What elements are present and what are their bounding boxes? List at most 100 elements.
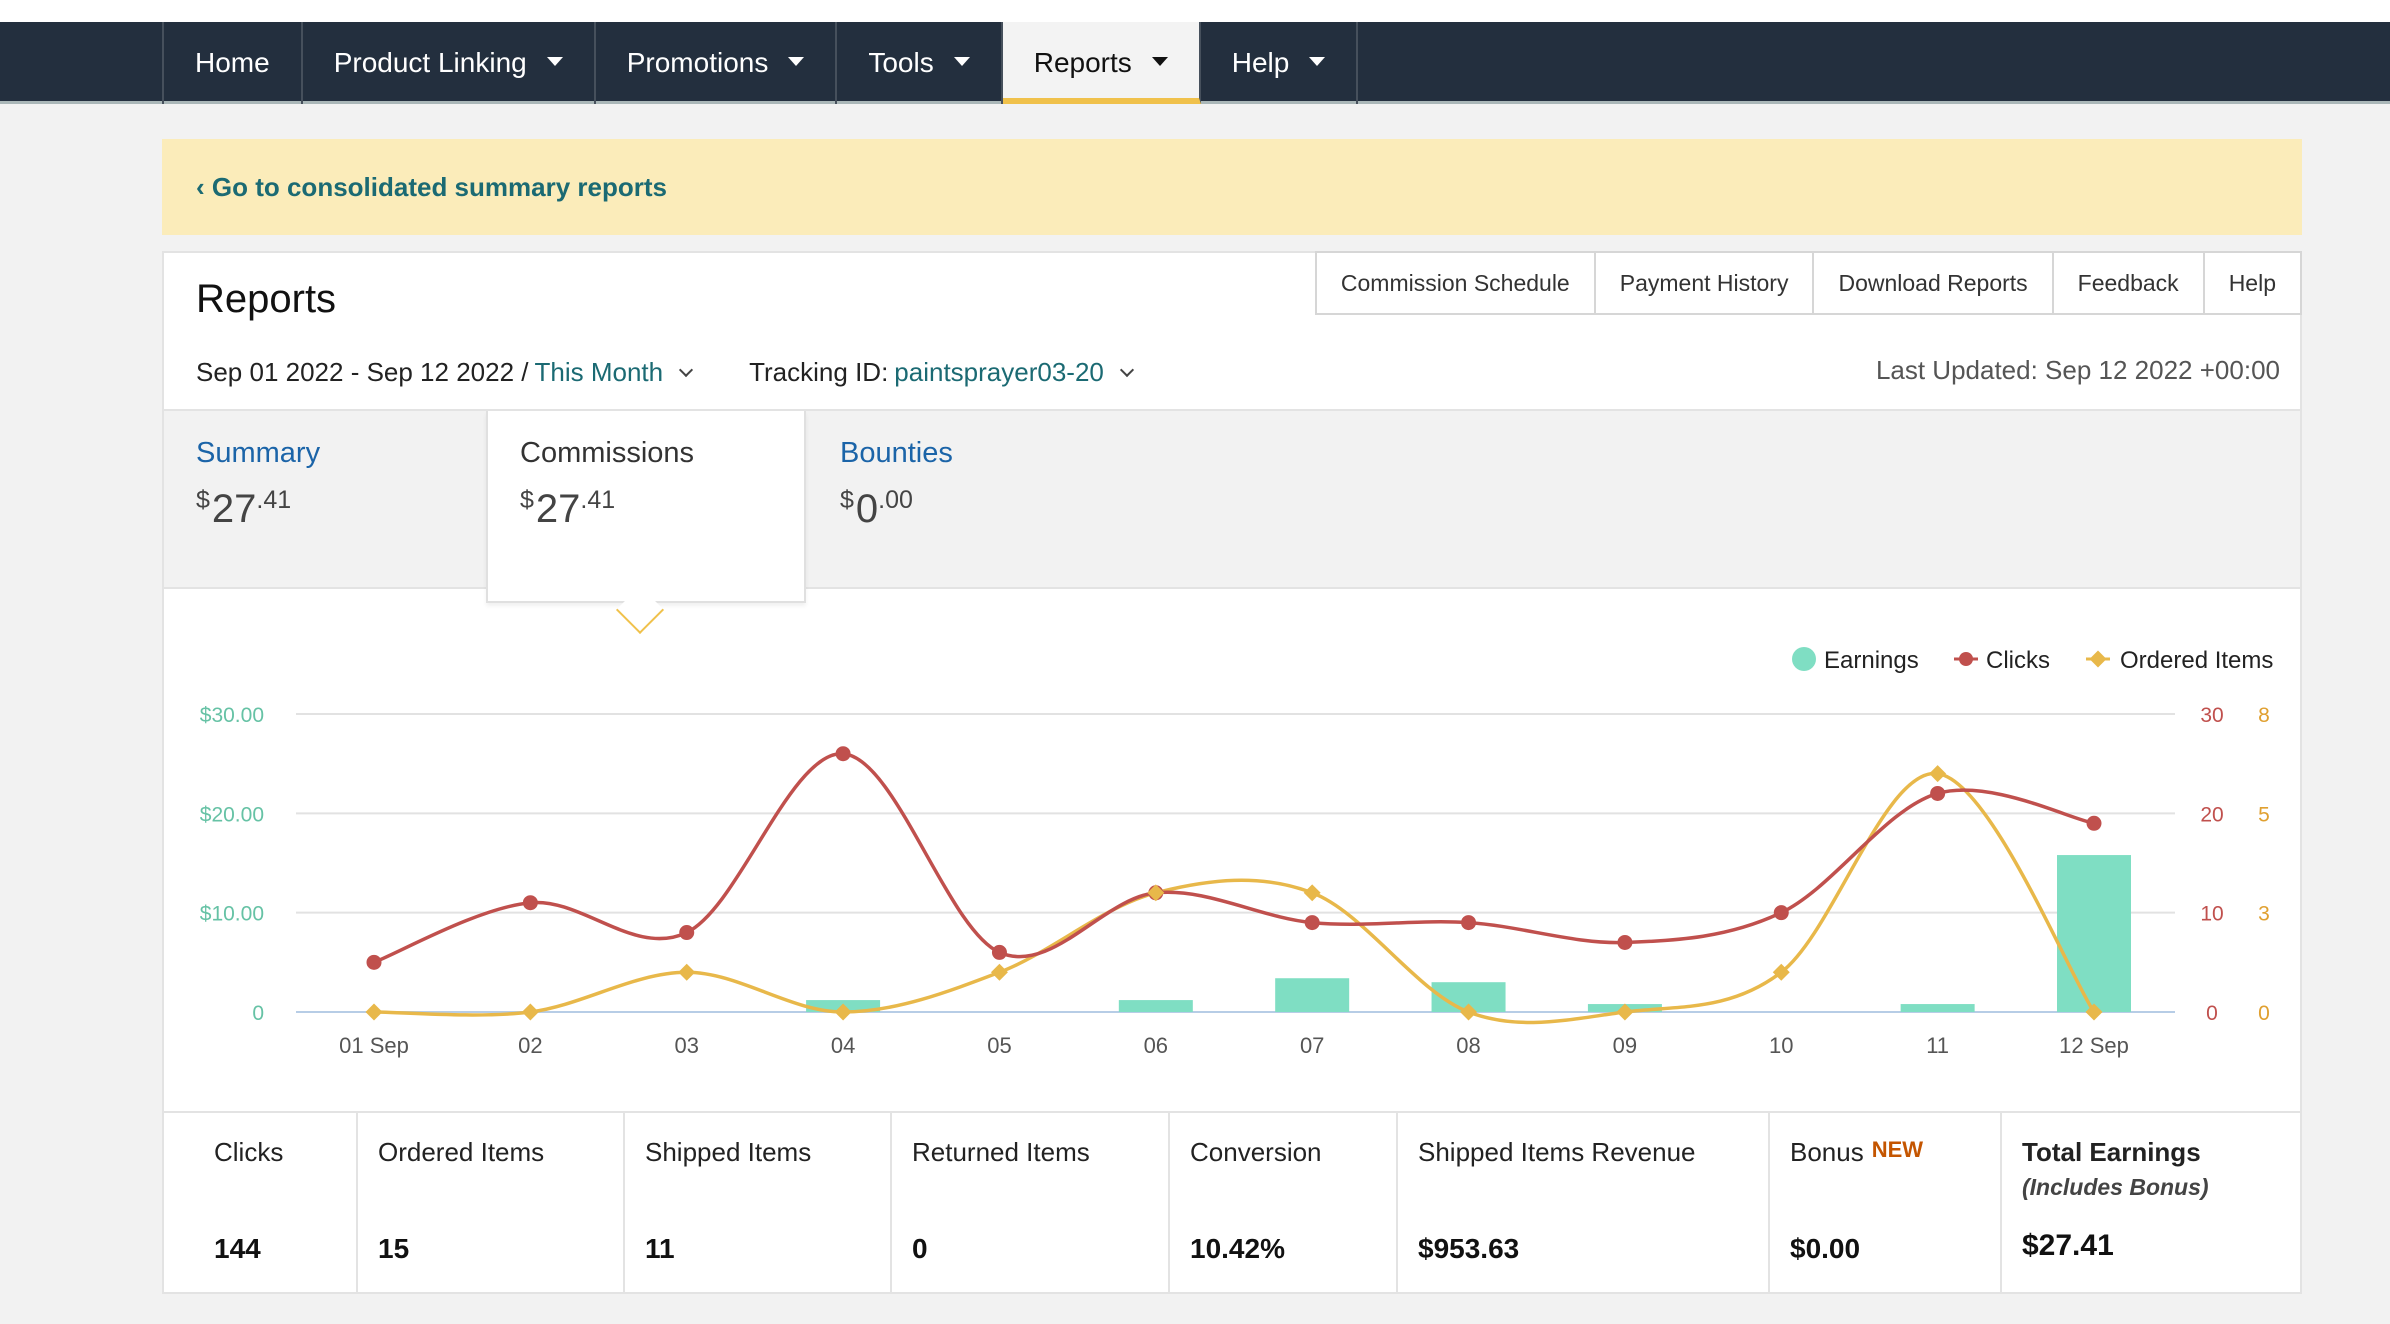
nav-help[interactable]: Help bbox=[1201, 22, 1359, 104]
clicks-point bbox=[1773, 905, 1789, 921]
stat-value: 0 bbox=[912, 1233, 928, 1264]
clicks-point bbox=[1304, 915, 1320, 931]
stat-value: 10.42% bbox=[1190, 1233, 1285, 1264]
ordered-items-point bbox=[990, 963, 1008, 981]
earnings-bar bbox=[2057, 855, 2131, 1012]
y-left-tick-label: $20.00 bbox=[200, 803, 264, 826]
ordered-items-point bbox=[1303, 884, 1321, 902]
bonus-label: Bonus bbox=[1790, 1137, 1864, 1167]
y-right-items-tick-label: 0 bbox=[2258, 1002, 2270, 1025]
nav-promotions[interactable]: Promotions bbox=[596, 22, 838, 104]
clicks-point bbox=[991, 944, 1007, 960]
reports-card: Reports Commission Schedule Payment Hist… bbox=[162, 251, 2302, 1294]
period-dropdown[interactable]: This Month bbox=[534, 357, 664, 387]
bounties-amount: $0.00 bbox=[840, 486, 1096, 532]
x-tick-label: 01 Sep bbox=[339, 1033, 409, 1058]
stat-clicks: Clicks 144 bbox=[164, 1113, 358, 1294]
nav-reports[interactable]: Reports bbox=[1002, 22, 1201, 104]
clicks-point bbox=[679, 925, 695, 941]
stat-sublabel: (Includes Bonus) bbox=[2022, 1174, 2209, 1200]
stat-label: Returned Items bbox=[912, 1137, 1090, 1167]
y-left-tick-label: $30.00 bbox=[200, 704, 264, 727]
x-tick-label: 04 bbox=[831, 1033, 855, 1058]
ordered-items-point bbox=[1772, 963, 1790, 981]
clicks-point bbox=[1930, 785, 1946, 801]
x-tick-label: 09 bbox=[1613, 1033, 1637, 1058]
stats-row: Clicks 144 Ordered Items 15 Shipped Item… bbox=[164, 1111, 2300, 1294]
feedback-button[interactable]: Feedback bbox=[2053, 251, 2205, 315]
nav-tools[interactable]: Tools bbox=[837, 22, 1003, 104]
date-range: Sep 01 2022 - Sep 12 2022 / bbox=[196, 357, 529, 387]
stat-value: $953.63 bbox=[1418, 1233, 1520, 1264]
caret-down-icon bbox=[546, 56, 563, 66]
tracking-label: Tracking ID: bbox=[749, 357, 889, 387]
y-right-clicks-tick-label: 20 bbox=[2200, 803, 2223, 826]
download-reports-button[interactable]: Download Reports bbox=[1814, 251, 2054, 315]
tab-commissions[interactable]: Commissions $27.41 bbox=[486, 411, 806, 603]
clicks-point bbox=[1461, 915, 1477, 931]
clicks-point bbox=[2086, 815, 2102, 831]
nav-help-label: Help bbox=[1231, 47, 1290, 78]
report-actions: Commission Schedule Payment History Down… bbox=[1314, 251, 2302, 315]
main-nav: Home Product Linking Promotions Tools Re… bbox=[162, 22, 1359, 104]
summary-amount: $27.41 bbox=[196, 486, 452, 532]
consolidated-summary-link[interactable]: ‹ Go to consolidated summary reports bbox=[196, 171, 667, 202]
y-right-clicks-tick-label: 0 bbox=[2206, 1002, 2218, 1025]
commissions-amount: $27.41 bbox=[520, 486, 772, 532]
x-tick-label: 02 bbox=[518, 1033, 542, 1058]
legend-items-label: Ordered Items bbox=[2120, 647, 2273, 674]
amount-cents: .41 bbox=[256, 486, 292, 514]
stat-value: $27.41 bbox=[2022, 1229, 2114, 1262]
ordered-items-point bbox=[834, 1003, 852, 1021]
nav-reports-label: Reports bbox=[1033, 47, 1132, 78]
stat-bonus: Bonus NEW $0.00 bbox=[1770, 1113, 2002, 1294]
x-tick-label: 08 bbox=[1456, 1033, 1480, 1058]
currency-symbol: $ bbox=[520, 486, 534, 514]
payment-history-button[interactable]: Payment History bbox=[1595, 251, 1815, 315]
y-right-clicks-tick-label: 10 bbox=[2200, 903, 2223, 926]
stat-label: Ordered Items bbox=[378, 1137, 545, 1167]
y-right-clicks-tick-label: 30 bbox=[2200, 704, 2223, 727]
top-strip bbox=[0, 0, 2390, 22]
amount-whole: 0 bbox=[855, 487, 879, 531]
x-tick-label: 05 bbox=[987, 1033, 1011, 1058]
commission-schedule-button[interactable]: Commission Schedule bbox=[1314, 251, 1596, 315]
y-left-tick-label: 0 bbox=[252, 1002, 264, 1025]
stat-label: Total Earnings bbox=[2022, 1137, 2201, 1167]
stat-label: Shipped Items bbox=[645, 1137, 812, 1167]
amount-whole: 27 bbox=[535, 487, 581, 531]
stat-label: Conversion bbox=[1190, 1137, 1322, 1167]
ordered-items-point bbox=[2085, 1003, 2103, 1021]
x-tick-label: 11 bbox=[1926, 1033, 1949, 1058]
tab-bounties[interactable]: Bounties $0.00 bbox=[808, 411, 1128, 591]
nav-promotions-label: Promotions bbox=[626, 47, 769, 78]
stat-shipped-items: Shipped Items 11 bbox=[625, 1113, 892, 1294]
stat-shipped-revenue: Shipped Items Revenue $953.63 bbox=[1398, 1113, 1770, 1294]
filter-row: Sep 01 2022 - Sep 12 2022 / This Month T… bbox=[196, 357, 1134, 388]
top-navbar: Home Product Linking Promotions Tools Re… bbox=[0, 22, 2390, 104]
earnings-chart: $30.00 30 8$20.00 20 5$10.00 10 30 0 001 Sep 02 03… bbox=[200, 647, 2273, 1058]
stat-returned-items: Returned Items 0 bbox=[892, 1113, 1170, 1294]
stat-label: Shipped Items Revenue bbox=[1418, 1137, 1696, 1167]
nav-home-label: Home bbox=[195, 47, 270, 78]
nav-product-linking[interactable]: Product Linking bbox=[303, 22, 596, 104]
nav-home[interactable]: Home bbox=[164, 22, 303, 104]
y-right-items-tick-label: 8 bbox=[2258, 704, 2270, 727]
tracking-id-dropdown[interactable]: paintsprayer03-20 bbox=[894, 357, 1104, 387]
new-badge: NEW bbox=[1871, 1137, 1924, 1162]
clicks-point bbox=[835, 746, 851, 762]
x-tick-label: 06 bbox=[1144, 1033, 1168, 1058]
currency-symbol: $ bbox=[196, 486, 210, 514]
caret-down-icon bbox=[788, 56, 805, 66]
x-tick-label: 03 bbox=[674, 1033, 698, 1058]
stat-value: 11 bbox=[645, 1233, 675, 1264]
help-button[interactable]: Help bbox=[2204, 251, 2302, 315]
earnings-bar bbox=[1118, 1000, 1193, 1012]
consolidated-banner: ‹ Go to consolidated summary reports bbox=[162, 139, 2302, 235]
clicks-line bbox=[373, 751, 2095, 964]
legend-clicks-label: Clicks bbox=[1986, 647, 2050, 674]
ordered-items-point bbox=[1147, 884, 1165, 902]
earnings-bar bbox=[1275, 978, 1350, 1012]
legend-earnings-label: Earnings bbox=[1824, 647, 1919, 674]
tab-summary[interactable]: Summary $27.41 bbox=[164, 411, 484, 591]
